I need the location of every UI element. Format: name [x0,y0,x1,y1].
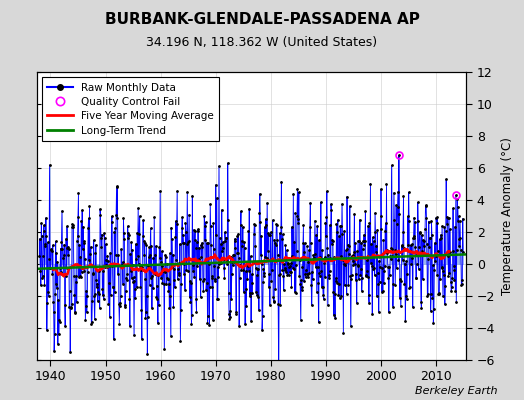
Text: Berkeley Earth: Berkeley Earth [416,386,498,396]
Text: BURBANK-GLENDALE-PASSADENA AP: BURBANK-GLENDALE-PASSADENA AP [105,12,419,27]
Text: 34.196 N, 118.362 W (United States): 34.196 N, 118.362 W (United States) [146,36,378,49]
Y-axis label: Temperature Anomaly (°C): Temperature Anomaly (°C) [501,137,514,295]
Legend: Raw Monthly Data, Quality Control Fail, Five Year Moving Average, Long-Term Tren: Raw Monthly Data, Quality Control Fail, … [42,77,220,141]
